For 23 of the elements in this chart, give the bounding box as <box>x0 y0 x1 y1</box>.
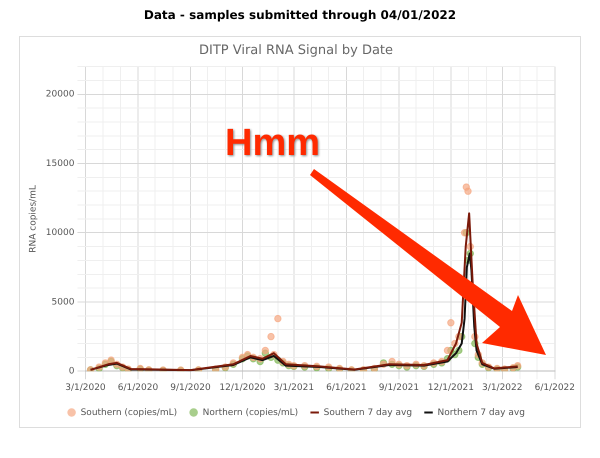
chart-title: Data - samples submitted through 04/01/2022 <box>142 8 458 24</box>
x-tick-label: 9/1/2020 <box>170 382 211 393</box>
legend-label: Southern 7 day avg <box>324 408 412 418</box>
y-axis-title: RNA copies/mL <box>28 185 39 253</box>
y-tick-label: 0 <box>68 366 75 377</box>
x-tick-label: 3/1/2021 <box>274 382 314 393</box>
chart-subtitle: DITP Viral RNA Signal by Date <box>198 43 394 58</box>
legend-label: Northern 7 day avg <box>438 408 525 418</box>
x-tick-label: 6/1/2021 <box>326 382 367 393</box>
y-tick-label: 15000 <box>46 158 75 169</box>
x-tick-label: 3/1/2022 <box>482 382 522 393</box>
x-tick-label: 6/1/2020 <box>118 382 158 393</box>
x-tick-label: 12/1/2020 <box>219 382 266 393</box>
x-tick-label: 9/1/2021 <box>378 382 420 393</box>
x-tick-label: 6/1/2022 <box>534 382 575 393</box>
y-tick-label: 20000 <box>46 90 75 100</box>
annotation: Hmm <box>225 122 320 165</box>
y-tick-label: 5000 <box>52 297 75 308</box>
legend-label: Northern (copies/mL) <box>202 408 298 418</box>
legend-label: Southern (copies/mL) <box>80 408 178 418</box>
y-tick-label: 10000 <box>46 228 75 238</box>
x-tick-label: 3/1/2020 <box>65 382 106 393</box>
x-tick-label: 12/1/2021 <box>428 382 474 393</box>
